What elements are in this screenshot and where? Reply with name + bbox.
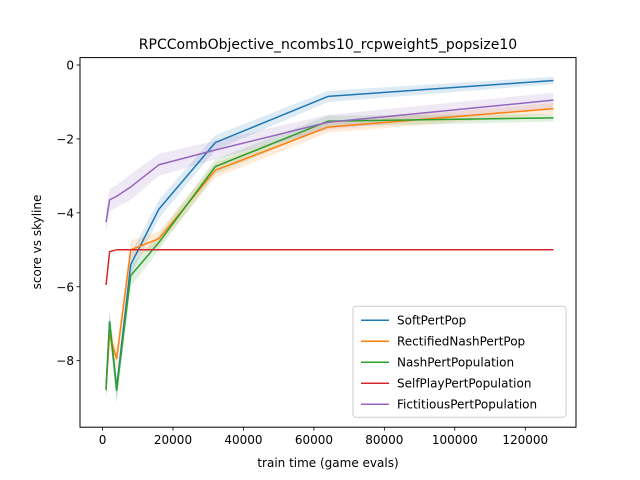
- legend-label: FictitiousPertPopulation: [397, 398, 537, 412]
- legend-label: NashPertPopulation: [397, 356, 514, 370]
- legend-label: RectifiedNashPertPop: [397, 335, 525, 349]
- y-axis: −8 −6 −4 −2 0: [56, 58, 80, 368]
- legend: SoftPertPop RectifiedNashPertPop NashPertP…: [352, 305, 567, 418]
- x-tick-label: 20000: [154, 433, 192, 447]
- chart-title: RPCCombObjective_ncombs10_rcpweight5_pop…: [139, 37, 517, 53]
- x-tick-label: 100000: [432, 433, 478, 447]
- y-tick-label: −8: [56, 354, 74, 368]
- x-axis: 0 20000 40000 60000 80000 100000 120000: [99, 427, 548, 447]
- x-tick-label: 0: [99, 433, 107, 447]
- legend-box: [352, 305, 567, 418]
- y-tick-label: −2: [56, 132, 74, 146]
- x-tick-label: 40000: [224, 433, 262, 447]
- x-axis-label: train time (game evals): [257, 456, 398, 470]
- plot-frame: [79, 57, 577, 428]
- x-tick-label: 80000: [365, 433, 403, 447]
- y-tick-label: −6: [56, 280, 74, 294]
- y-tick-label: −4: [56, 206, 74, 220]
- series-line-SelfPlayPertPopulation: [105, 249, 554, 285]
- y-axis-label: score vs skyline: [30, 195, 44, 290]
- legend-label: SelfPlayPertPopulation: [397, 377, 531, 391]
- x-tick-label: 120000: [502, 433, 548, 447]
- series-line-FictitiousPertPopulation: [105, 99, 554, 223]
- series-line-NashPertPopulation: [105, 117, 554, 391]
- x-tick-label: 60000: [295, 433, 333, 447]
- y-tick-label: 0: [66, 58, 74, 72]
- series-lines: [105, 79, 554, 391]
- legend-label: SoftPertPop: [397, 314, 466, 328]
